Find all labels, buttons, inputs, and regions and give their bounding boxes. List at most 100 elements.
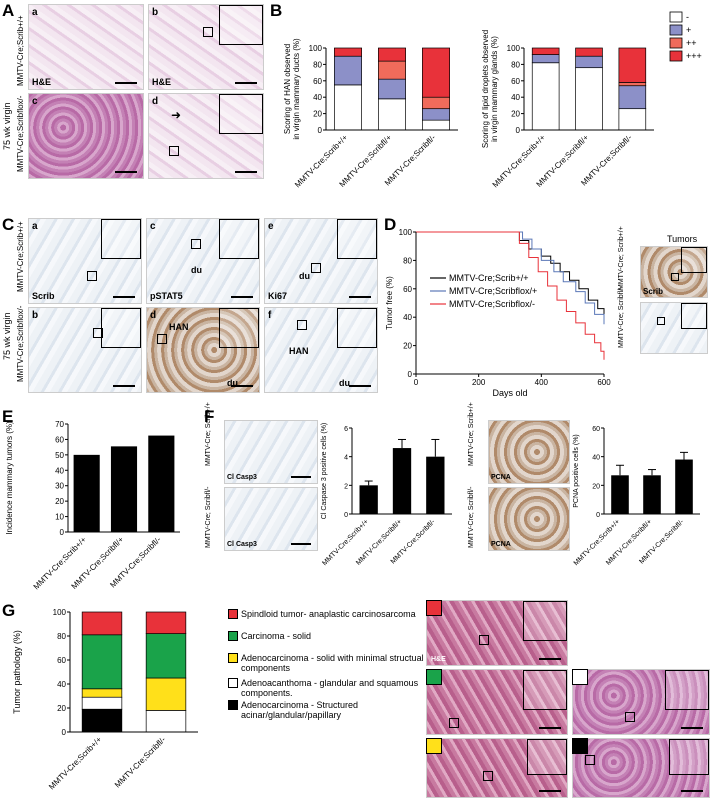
y-tick-label: 60	[403, 285, 412, 294]
y-tick-label: 100	[399, 228, 413, 237]
sub-label: d	[150, 310, 157, 321]
chart-e: 010203040506070MMTV-Cre;Scrib+/+MMTV-Cre…	[5, 420, 180, 590]
bar-segment	[378, 47, 406, 62]
bar-segment	[81, 708, 123, 733]
zoom-box	[625, 712, 635, 722]
chart-b-left: 020406080100MMTV-Cre;Scrib+/+MMTV-Cre;Sc…	[283, 38, 458, 189]
chart-b-right: 020406080100MMTV-Cre;Scrib+/+MMTV-Cre;Sc…	[481, 11, 702, 189]
panel-a-row2-label: MMTV-Cre;Scribflox/-	[16, 95, 25, 172]
g-legend-swatch	[228, 653, 238, 663]
y-tick-label: 40	[511, 93, 520, 102]
y-tick-label: 0	[60, 528, 65, 537]
bar-segment	[575, 55, 603, 69]
stain-label: pSTAT5	[150, 291, 183, 301]
bar-segment	[422, 96, 450, 110]
inset	[681, 247, 707, 273]
color-tag-black	[572, 738, 588, 754]
legend-swatch	[669, 11, 683, 23]
han-tag: HAN	[289, 346, 309, 356]
y-tick-label: 6	[344, 426, 348, 433]
y-axis-label-line: in virgin mammary glands (%)	[490, 36, 499, 142]
zoom-box	[449, 718, 459, 728]
stain-label: Ki67	[268, 291, 288, 301]
tumor-label-wt: MMTV-Cre; Scrib+/+	[618, 226, 625, 290]
legend-label: MMTV-Cre;Scribflox/-	[449, 299, 535, 309]
bar	[611, 475, 629, 514]
tumor-he-adenocarcinoma-structured	[572, 738, 710, 798]
y-axis-label-line: in virgin mammary ducts (%)	[292, 38, 301, 140]
stain-label: PCNA	[491, 474, 511, 481]
bar-segment	[531, 62, 560, 131]
bar	[643, 475, 661, 514]
zoom-box	[93, 328, 103, 338]
g-legend-label: Carcinoma - solid	[241, 631, 312, 641]
pcna-micrograph-ko: PCNA	[488, 487, 570, 551]
duct-tag: du	[299, 271, 310, 281]
micrograph-a-c: c	[28, 93, 144, 179]
legend-swatch	[669, 24, 683, 36]
inset	[669, 739, 709, 775]
tumor-he-adenoacanthoma	[572, 669, 710, 735]
y-axis-label-line: Scoring of lipid droplets observed	[481, 30, 490, 148]
g-legend-swatch	[228, 631, 238, 641]
y-tick-label: 20	[57, 704, 66, 713]
g-legend-item: Adenocarcinoma - solid with minimal stru…	[228, 653, 424, 673]
sub-label: c	[32, 96, 38, 107]
y-axis-label: Tumor free (%)	[385, 276, 394, 330]
stain-label: H&E	[32, 77, 52, 87]
bar-segment	[618, 47, 647, 83]
sub-label: d	[152, 96, 159, 107]
y-tick-label: 60	[511, 77, 520, 86]
casp3-micrograph-wt: Cl Casp3	[224, 420, 318, 484]
y-axis-label: Cl Caspase 3 positive cells (%)	[321, 423, 328, 519]
bar-segment	[575, 67, 603, 131]
legend-label: +	[686, 25, 691, 35]
survival-line	[416, 231, 605, 360]
inset	[219, 94, 263, 134]
bar-segment	[531, 54, 560, 64]
casp-label-wt: MMTV-Cre; Scrib+/+	[205, 402, 212, 466]
y-tick-label: 40	[57, 680, 66, 689]
legend-label: +++	[686, 51, 702, 61]
y-axis-label-line: Incidence mammary tumors (%)	[5, 421, 14, 535]
panel-c-side-label: 75 wk virgin	[2, 312, 12, 360]
g-legend-item: Adenoacanthoma - glandular and squamous …	[228, 678, 424, 698]
stain-label: H&E	[152, 77, 172, 87]
bar-segment	[81, 696, 123, 710]
bar-segment	[145, 633, 187, 679]
bar-segment	[618, 85, 647, 110]
color-tag-red	[426, 600, 442, 616]
stain-label: Cl Casp3	[227, 474, 257, 481]
bar-segment	[378, 60, 406, 80]
legend-swatch	[669, 50, 683, 62]
y-tick-label: 100	[53, 608, 67, 617]
panel-letter-c: C	[2, 215, 15, 234]
duct-tag: du	[339, 378, 350, 388]
panel-a-row1-label: MMTV-Cre;Scrib+/+	[16, 15, 25, 86]
casp-label-ko: MMTV-Cre; Scribfl/-	[205, 486, 212, 548]
y-tick-label: 60	[55, 435, 64, 444]
g-legend-item: Carcinoma - solid	[228, 631, 424, 641]
inset	[219, 219, 259, 259]
g-legend-swatch	[228, 700, 238, 710]
y-tick-label: 60	[57, 656, 66, 665]
y-axis-label-line: Tumor free (%)	[385, 276, 394, 330]
bar-segment	[334, 84, 362, 131]
survival-line	[416, 231, 605, 325]
micrograph-c-a: a Scrib	[28, 218, 142, 304]
stain-label: H&E	[431, 656, 446, 663]
bar-segment	[618, 108, 647, 131]
g-legend-label: Adenocarcinoma - solid with minimal stru…	[241, 653, 424, 673]
bar	[148, 435, 175, 532]
y-tick-label: 2	[344, 483, 348, 490]
sub-label: c	[150, 221, 156, 232]
inset	[101, 308, 141, 348]
micrograph-c-d: d HAN du	[146, 307, 260, 393]
micrograph-a-d: d ➜	[148, 93, 264, 179]
micrograph-c-b: b	[28, 307, 142, 393]
y-axis-label-line: PCNA positive cells (%)	[573, 434, 580, 508]
bar	[73, 454, 100, 532]
bar-segment	[81, 634, 123, 690]
y-tick-label: 20	[313, 110, 322, 119]
y-tick-label: 0	[516, 126, 521, 135]
